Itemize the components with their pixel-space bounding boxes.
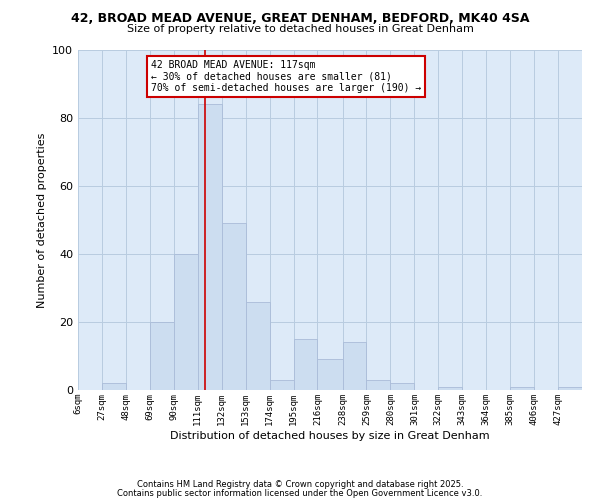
Bar <box>293 339 317 390</box>
X-axis label: Distribution of detached houses by size in Great Denham: Distribution of detached houses by size … <box>170 430 490 440</box>
Text: 42 BROAD MEAD AVENUE: 117sqm
← 30% of detached houses are smaller (81)
70% of se: 42 BROAD MEAD AVENUE: 117sqm ← 30% of de… <box>151 60 421 94</box>
Bar <box>150 322 174 390</box>
Bar <box>245 302 269 390</box>
Bar <box>343 342 367 390</box>
Bar <box>102 383 126 390</box>
Bar <box>269 380 293 390</box>
Bar <box>367 380 391 390</box>
Bar <box>510 386 534 390</box>
Text: 42, BROAD MEAD AVENUE, GREAT DENHAM, BEDFORD, MK40 4SA: 42, BROAD MEAD AVENUE, GREAT DENHAM, BED… <box>71 12 529 26</box>
Bar <box>439 386 462 390</box>
Bar <box>174 254 198 390</box>
Bar <box>221 224 245 390</box>
Text: Size of property relative to detached houses in Great Denham: Size of property relative to detached ho… <box>127 24 473 34</box>
Bar <box>391 383 415 390</box>
Text: Contains HM Land Registry data © Crown copyright and database right 2025.: Contains HM Land Registry data © Crown c… <box>137 480 463 489</box>
Bar <box>317 360 343 390</box>
Bar <box>558 386 582 390</box>
Text: Contains public sector information licensed under the Open Government Licence v3: Contains public sector information licen… <box>118 489 482 498</box>
Bar <box>198 104 221 390</box>
Y-axis label: Number of detached properties: Number of detached properties <box>37 132 47 308</box>
